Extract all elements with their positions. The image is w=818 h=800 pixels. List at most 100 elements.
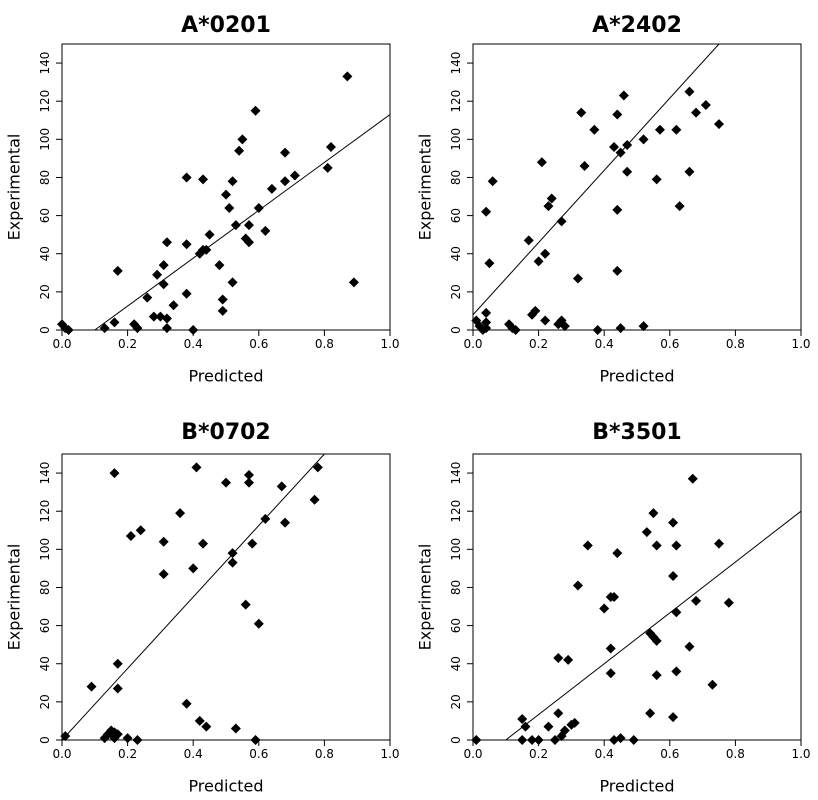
data-point [201,244,212,255]
data-point [109,468,120,479]
y-tick-label: 140 [449,52,463,75]
data-point [543,201,554,212]
data-point [714,119,724,130]
x-tick-label: 0.0 [52,337,71,351]
data-point [605,643,616,654]
data-point [191,462,202,473]
regression-line [473,44,720,316]
data-point [224,202,235,213]
chart-title: B*3501 [592,420,682,445]
x-tick-label: 0.0 [463,747,482,761]
data-point [217,305,228,316]
data-point [99,323,110,334]
data-point [543,721,554,732]
data-point [161,237,172,248]
data-point [227,548,238,559]
y-tick-label: 80 [449,580,463,595]
data-point [240,599,251,610]
x-tick-label: 0.4 [595,337,614,351]
data-point [161,313,172,324]
data-point [158,279,169,290]
data-point [234,145,245,156]
data-point [615,147,626,158]
data-point [517,735,528,745]
x-tick-label: 1.0 [380,337,399,351]
chart-panel-4: B*3501 0.0 0.2 0.4 0.6 0.8 1.0 0 20 40 60 80 100 120 1… [416,420,811,796]
data-point [481,206,492,217]
data-point [723,597,734,608]
data-point [484,258,495,269]
data-point [487,176,498,187]
data-point [471,735,482,745]
data-point [175,508,186,519]
data-point [260,513,271,524]
x-axis-title: Predicted [599,367,674,386]
x-tick-label: 0.8 [315,337,334,351]
data-point [112,265,123,276]
data-point [198,538,209,549]
data-point [618,90,629,101]
data-point [243,469,254,480]
data-point [533,256,544,267]
data-point [266,183,277,194]
y-tick-label: 100 [38,538,52,561]
y-tick-label: 140 [38,462,52,485]
data-point [60,731,71,742]
data-point [553,653,564,664]
data-point [536,157,547,168]
x-tick-label: 0.4 [595,747,614,761]
data-point [481,323,492,334]
data-point [289,170,300,181]
y-tick-label: 20 [38,694,52,709]
y-tick-label: 40 [38,246,52,261]
regression-line [62,454,325,740]
data-point [122,733,133,744]
y-tick-label: 20 [449,694,463,709]
data-point [638,134,649,145]
y-tick-label: 0 [449,736,463,744]
data-point [109,317,120,328]
y-tick-label: 60 [449,208,463,223]
data-point [214,260,225,271]
data-point [569,717,580,728]
data-point [243,237,254,248]
data-point [86,681,97,692]
y-axis-title: Experimental [5,134,24,241]
chart-title: B*0702 [181,420,271,445]
x-tick-label: 0.8 [315,747,334,761]
data-point [530,305,541,316]
data-point [576,107,587,118]
data-point [700,100,711,111]
regression-line [505,510,801,740]
data-point [691,595,702,606]
y-tick-label: 120 [38,90,52,113]
data-point [221,189,231,200]
data-point [546,193,557,204]
data-point [325,141,336,152]
data-point [280,176,291,187]
y-axis-title: Experimental [5,544,24,651]
y-tick-label: 100 [449,538,463,561]
data-point [227,557,238,568]
y-axis-title: Experimental [416,134,435,241]
chart-panel-1: A*0201 0.0 0.2 0.4 0.6 0.8 1.0 0 20 40 60 80 100 120 1… [5,13,400,386]
data-point [280,517,291,528]
x-tick-label: 0.2 [529,337,548,351]
data-point [237,134,248,145]
y-tick-label: 80 [449,170,463,185]
x-tick-label: 0.0 [52,747,71,761]
chart-panel-3: B*0702 0.0 0.2 0.4 0.6 0.8 1.0 0 20 40 60 80 100 120 1… [5,420,400,796]
y-tick-label: 80 [38,580,52,595]
data-point [612,204,623,215]
data-point [152,269,163,280]
data-point [592,325,603,335]
y-tick-label: 20 [38,284,52,299]
data-point [527,735,538,745]
data-point [112,658,123,669]
data-point [168,300,179,311]
data-point [707,679,718,690]
chart-title: A*2402 [592,13,682,38]
data-point [641,527,652,538]
plot-frame [61,453,391,741]
y-tick-label: 60 [449,618,463,633]
